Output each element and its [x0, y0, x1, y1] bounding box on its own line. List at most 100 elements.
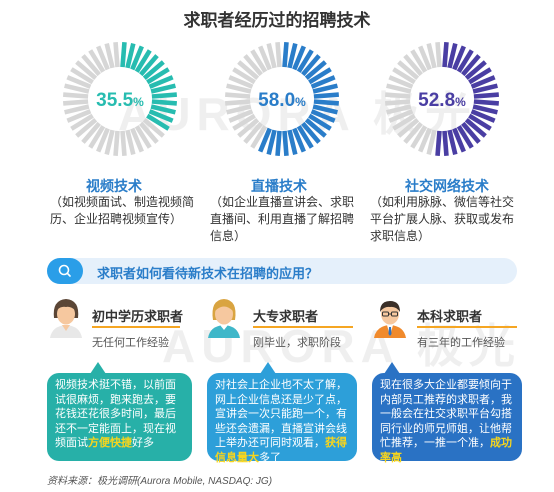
- donut-segment-filled: [120, 41, 127, 68]
- persona-quote-bubble: 现在很多大企业都要倾向于内部员工推荐的求职者，我一般会在社交求职平台勾搭同行业的…: [372, 373, 522, 464]
- donut-segment-empty: [403, 121, 423, 144]
- donut-segment-empty: [62, 92, 89, 99]
- donut-segment-filled: [313, 99, 340, 106]
- donut-segment-empty: [134, 125, 152, 149]
- donut-segment-filled: [287, 129, 298, 155]
- donut-segment-empty: [113, 130, 120, 157]
- donut-segment-empty: [232, 67, 256, 85]
- donut-segment-empty: [88, 49, 106, 73]
- donut-value-label: 35.5%: [96, 90, 144, 111]
- donut-segment-empty: [275, 41, 282, 68]
- donut-segment-empty: [388, 109, 414, 123]
- donut-3: 52.8%: [384, 41, 500, 157]
- donut-segment-filled: [312, 104, 338, 115]
- donut-segment-filled: [146, 67, 170, 85]
- donut-segment-empty: [386, 104, 412, 115]
- donut-segment-filled: [301, 54, 321, 77]
- donut-segment-empty: [130, 127, 144, 153]
- persona-divider: [92, 326, 180, 328]
- donut-segment-filled: [266, 129, 277, 155]
- donut-segment-filled: [275, 130, 282, 157]
- avatar-female-icon: [208, 299, 240, 338]
- quote-highlight: 成功率高: [380, 437, 512, 464]
- persona-desc: 有三年的工作经验: [417, 337, 505, 349]
- donut-segment-empty: [258, 45, 272, 71]
- donut-segment-empty: [418, 127, 432, 153]
- donut-segment-filled: [142, 60, 165, 80]
- donut-segment-filled: [292, 127, 306, 153]
- donut-segment-filled: [148, 109, 174, 123]
- tech-desc-social: （如利用脉脉、微信等社交平台扩展人脉、获取或发布求职信息）: [370, 195, 515, 243]
- question-bar: [47, 258, 517, 284]
- donut-segment-empty: [392, 113, 416, 131]
- donut-segment-filled: [150, 83, 176, 94]
- donut-segment-filled: [473, 92, 500, 99]
- tech-desc-live: （如企业直播宣讲会、求职直播间、利用直播了解招聘信息）: [210, 195, 355, 243]
- donut-segment-empty: [81, 121, 101, 144]
- donut-segment-empty: [243, 121, 263, 144]
- donut-segment-filled: [308, 67, 332, 85]
- quote-text: 视频技术挺不错，以前面试很麻烦，跑来跑去，要花钱还花很多时间，最后还不一定能面上…: [55, 379, 176, 449]
- quote-text: 现在很多大企业都要倾向于内部员工推荐的求职者，我一般会在社交求职平台勾搭同行业的…: [380, 379, 512, 449]
- donut-segment-filled: [304, 60, 327, 80]
- donut-segment-empty: [64, 104, 90, 115]
- donut-segment-filled: [310, 109, 336, 123]
- quote-highlight: 方便快捷: [88, 437, 132, 449]
- donut-segment-empty: [388, 75, 414, 89]
- donut-segment-empty: [66, 109, 92, 123]
- donut-segment-filled: [472, 104, 498, 115]
- donut-segment-empty: [426, 129, 437, 155]
- search-icon: [47, 258, 83, 284]
- tech-title-video: 视频技术: [86, 178, 142, 194]
- persona-divider: [253, 326, 353, 328]
- donut-segment-empty: [397, 118, 420, 138]
- donut-segment-empty: [250, 125, 268, 149]
- donut-1: 35.5%: [62, 41, 178, 157]
- tech-desc-video: （如视频面试、制造视频简历、企业招聘视频宣传）: [50, 195, 195, 226]
- donut-segment-filled: [150, 104, 176, 115]
- donut-segment-empty: [392, 67, 416, 85]
- donut-segment-empty: [237, 60, 260, 80]
- donut-segment-empty: [250, 49, 268, 73]
- persona-name: 本科求职者: [417, 309, 483, 324]
- donut-segment-empty: [384, 92, 411, 99]
- persona-desc: 刚毕业，求职阶段: [253, 337, 341, 349]
- donut-segment-filled: [134, 49, 152, 73]
- quote-text-tail: 好多: [132, 437, 154, 449]
- persona-name: 大专求职者: [253, 309, 319, 324]
- donut-segment-empty: [62, 99, 89, 106]
- donut-segment-filled: [473, 99, 500, 106]
- page-title: 求职者经历过的招聘技术: [183, 11, 371, 30]
- donut-segment-filled: [304, 118, 327, 138]
- bubble-pointer: [384, 362, 400, 374]
- donut-segment-empty: [66, 75, 92, 89]
- donut-segment-empty: [70, 67, 94, 85]
- donut-segment-empty: [113, 41, 120, 68]
- donut-segment-empty: [88, 125, 106, 149]
- avatar-male-icon: [374, 301, 406, 338]
- tech-title-social: 社交网络技术: [405, 178, 489, 194]
- donut-segment-filled: [296, 125, 314, 149]
- donut-segment-filled: [125, 43, 136, 69]
- donut-segment-filled: [312, 83, 338, 94]
- donut-segment-empty: [435, 41, 442, 68]
- donut-segment-filled: [130, 45, 144, 71]
- quote-text: 对社会上企业也不太了解，网上企业信息还是少了点，宣讲会一次只能跑一个，有些还会遗…: [215, 379, 347, 449]
- tech-title-live: 直播技术: [251, 178, 307, 194]
- donut-segment-filled: [310, 75, 336, 89]
- donut-segment-empty: [397, 60, 420, 80]
- donut-segment-filled: [442, 41, 449, 68]
- donut-segment-empty: [228, 109, 254, 123]
- donut-segment-empty: [266, 43, 277, 69]
- donut-segment-empty: [224, 99, 251, 106]
- donut-segment-empty: [243, 54, 263, 77]
- persona-quote-bubble: 视频技术挺不错，以前面试很麻烦，跑来跑去，要花钱还花很多时间，最后还不一定能面上…: [47, 373, 192, 461]
- donut-segment-empty: [226, 83, 252, 94]
- avatar-female-icon: [50, 299, 82, 338]
- donut-segment-empty: [426, 43, 437, 69]
- persona-divider: [417, 326, 517, 328]
- persona-quote-bubble: 对社会上企业也不太了解，网上企业信息还是少了点，宣讲会一次只能跑一个，有些还会遗…: [207, 373, 357, 464]
- donut-segment-filled: [296, 49, 314, 73]
- donut-segment-empty: [104, 43, 115, 69]
